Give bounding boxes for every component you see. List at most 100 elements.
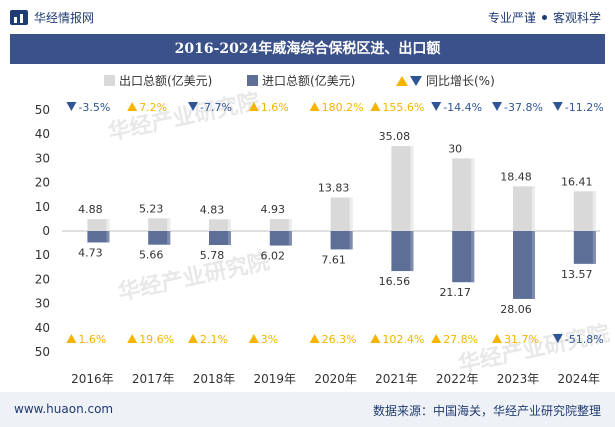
y-tick-label: 40 bbox=[35, 321, 50, 335]
export-bar bbox=[330, 197, 353, 231]
growth-label: 7.2% bbox=[139, 101, 167, 114]
x-tick-label: 2022年 bbox=[436, 372, 479, 386]
growth-up-triangle bbox=[492, 334, 502, 343]
import-value-label: 7.61 bbox=[321, 253, 346, 266]
export-bar bbox=[513, 186, 535, 231]
logo-icon bbox=[10, 10, 28, 25]
growth-down-triangle bbox=[492, 102, 502, 111]
import-bar bbox=[391, 231, 414, 272]
export-value-label: 4.83 bbox=[200, 203, 225, 216]
growth-label: -3.5% bbox=[78, 101, 110, 114]
growth-up-triangle bbox=[248, 102, 259, 111]
growth-down-triangle bbox=[431, 102, 442, 111]
export-bar-edge bbox=[471, 158, 475, 231]
slogan-left: 专业严谨 bbox=[487, 11, 536, 25]
growth-label: 102.4% bbox=[382, 333, 424, 346]
legend-swatch-import bbox=[247, 75, 258, 86]
import-value-label: 5.66 bbox=[139, 249, 164, 262]
export-bar bbox=[573, 191, 596, 231]
growth-up-triangle bbox=[248, 334, 259, 343]
growth-down-triangle bbox=[188, 102, 198, 111]
import-bar-edge bbox=[228, 231, 231, 245]
y-tick-label: 20 bbox=[35, 272, 50, 286]
growth-label: -11.2% bbox=[565, 101, 604, 114]
watermark-text: 华经产业研究院 bbox=[456, 320, 612, 377]
growth-up-triangle bbox=[127, 334, 138, 343]
chart: 华经产业研究院华经产业研究院华经产业研究院5040302010010203040… bbox=[35, 73, 612, 386]
import-value-label: 4.73 bbox=[78, 246, 103, 259]
legend-down-triangle bbox=[410, 76, 422, 86]
import-bar-edge bbox=[167, 231, 171, 245]
export-bar bbox=[452, 158, 475, 231]
import-value-label: 6.02 bbox=[261, 250, 286, 263]
growth-label: 26.3% bbox=[322, 333, 357, 346]
import-value-label: 28.06 bbox=[500, 303, 532, 316]
growth-up-triangle bbox=[127, 102, 138, 111]
growth-label: 155.6% bbox=[382, 101, 424, 114]
export-value-label: 4.88 bbox=[78, 203, 103, 216]
export-bar-edge bbox=[167, 218, 171, 231]
site-url[interactable]: www.huaon.com bbox=[14, 402, 114, 416]
chart-title: 2016-2024年威海综合保税区进、出口额 bbox=[10, 34, 605, 64]
growth-label: 3% bbox=[261, 333, 278, 346]
growth-label: -51.8% bbox=[565, 333, 604, 346]
import-bar bbox=[330, 231, 353, 250]
import-value-label: 16.56 bbox=[379, 275, 411, 288]
y-tick-label: 40 bbox=[35, 127, 50, 141]
export-value-label: 5.23 bbox=[139, 202, 164, 215]
x-tick-label: 2017年 bbox=[132, 372, 175, 386]
growth-up-triangle bbox=[188, 334, 198, 343]
export-value-label: 13.83 bbox=[318, 182, 350, 195]
x-tick-label: 2016年 bbox=[71, 372, 114, 386]
export-value-label: 30 bbox=[448, 142, 462, 155]
growth-label: -37.8% bbox=[504, 101, 543, 114]
import-bar bbox=[209, 231, 231, 245]
top-bar: 华经情报网 专业严谨 客观科学 bbox=[0, 0, 615, 34]
legend-up-triangle bbox=[396, 76, 408, 86]
export-bar bbox=[209, 219, 231, 231]
y-tick-label: 0 bbox=[42, 224, 50, 238]
growth-label: 1.6% bbox=[78, 333, 106, 346]
export-bar-edge bbox=[592, 191, 596, 231]
import-value-label: 21.17 bbox=[439, 286, 471, 299]
growth-label: 180.2% bbox=[322, 101, 364, 114]
growth-label: 2.1% bbox=[200, 333, 228, 346]
y-tick-label: 10 bbox=[35, 200, 50, 214]
import-bar bbox=[573, 231, 596, 264]
slogan-right: 客观科学 bbox=[552, 11, 601, 25]
y-tick-label: 30 bbox=[35, 297, 50, 311]
growth-label: 31.7% bbox=[504, 333, 539, 346]
import-bar-edge bbox=[532, 231, 535, 299]
legend-swatch-export bbox=[104, 75, 115, 86]
import-bar-edge bbox=[592, 231, 596, 264]
export-value-label: 16.41 bbox=[561, 175, 593, 188]
import-bar-edge bbox=[106, 231, 110, 243]
growth-label: 19.6% bbox=[139, 333, 174, 346]
growth-up-triangle bbox=[309, 102, 320, 111]
import-bar bbox=[513, 231, 535, 299]
import-bar bbox=[148, 231, 171, 245]
import-value-label: 13.57 bbox=[561, 268, 593, 281]
export-bar-edge bbox=[228, 219, 231, 231]
x-tick-label: 2023年 bbox=[497, 372, 540, 386]
growth-label: 27.8% bbox=[443, 333, 478, 346]
import-bar-edge bbox=[349, 231, 353, 250]
footer: www.huaon.com 数据来源：中国海关，华经产业研究院整理 bbox=[0, 392, 615, 427]
data-source: 数据来源：中国海关，华经产业研究院整理 bbox=[372, 404, 601, 418]
export-bar-edge bbox=[349, 197, 353, 231]
growth-up-triangle bbox=[309, 334, 320, 343]
growth-label: 1.6% bbox=[261, 101, 289, 114]
slogan: 专业严谨 客观科学 bbox=[488, 9, 601, 26]
import-value-label: 5.78 bbox=[200, 249, 225, 262]
growth-up-triangle bbox=[370, 334, 381, 343]
x-tick-label: 2018年 bbox=[193, 372, 236, 386]
import-bar-edge bbox=[410, 231, 414, 272]
import-bar bbox=[269, 231, 292, 246]
growth-down-triangle bbox=[552, 334, 563, 343]
import-bar bbox=[87, 231, 110, 243]
export-value-label: 4.93 bbox=[261, 203, 286, 216]
export-bar-edge bbox=[288, 219, 292, 231]
legend-label-export: 出口总额(亿美元) bbox=[119, 73, 212, 88]
watermark-text: 华经产业研究院 bbox=[106, 88, 262, 145]
export-bar-edge bbox=[532, 186, 535, 231]
